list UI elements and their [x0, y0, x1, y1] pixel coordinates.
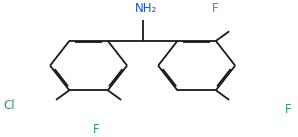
Text: F: F [285, 103, 291, 116]
Text: F: F [212, 2, 218, 15]
Text: Cl: Cl [4, 99, 15, 112]
Text: F: F [93, 123, 100, 136]
Text: NH₂: NH₂ [135, 2, 157, 15]
